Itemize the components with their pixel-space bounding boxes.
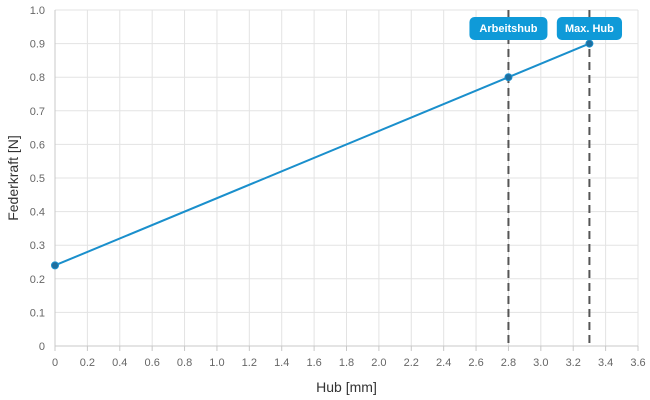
y-tick-label: 0.7 — [30, 106, 45, 118]
x-tick-label: 3.0 — [533, 357, 548, 369]
x-tick-label: 1.8 — [339, 357, 354, 369]
x-tick-label: 1.2 — [242, 357, 257, 369]
reference-label: Max. Hub — [565, 23, 614, 35]
x-tick-label: 0.2 — [80, 357, 95, 369]
y-tick-label: 0.4 — [30, 207, 45, 219]
y-tick-label: 0.9 — [30, 39, 45, 51]
x-tick-label: 2.0 — [371, 357, 386, 369]
x-tick-label: 3.2 — [566, 357, 581, 369]
reference-lines — [507, 10, 591, 346]
x-tick-label: 0.8 — [177, 357, 192, 369]
x-tick-label: 2.2 — [404, 357, 419, 369]
y-tick-label: 0.6 — [30, 139, 45, 151]
x-tick-label: 1.4 — [274, 357, 289, 369]
x-tick-label: 0.6 — [145, 357, 160, 369]
reference-label: Arbeitshub — [479, 23, 537, 35]
y-axis-title: Federkraft [N] — [5, 135, 21, 221]
x-tick-label: 3.6 — [630, 357, 645, 369]
y-tick-label: 0.3 — [30, 240, 45, 252]
axes — [54, 10, 639, 351]
x-tick-label: 3.4 — [598, 357, 613, 369]
y-tick-label: 0.8 — [30, 72, 45, 84]
x-tick-label: 0.4 — [112, 357, 127, 369]
y-tick-label: 0.5 — [30, 173, 45, 185]
x-tick-label: 0 — [52, 357, 58, 369]
x-tick-label: 1.6 — [306, 357, 321, 369]
data-point — [585, 39, 594, 48]
y-tick-labels: 0 0.1 0.2 0.3 0.4 0.5 0.6 0.7 0.8 0.9 1.0 — [30, 5, 45, 353]
x-tick-label: 2.8 — [501, 357, 516, 369]
data-point — [51, 261, 59, 270]
grid — [54, 9, 639, 347]
y-tick-label: 0.2 — [30, 274, 45, 286]
x-axis-title: Hub [mm] — [316, 379, 377, 395]
x-tick-label: 2.6 — [468, 357, 483, 369]
y-tick-label: 0.1 — [30, 307, 45, 319]
x-tick-labels: 0 0.2 0.4 0.6 0.8 1.0 1.2 1.4 1.6 1.8 2.0 2.2 2.4 2.6… — [52, 357, 646, 369]
y-tick-label: 1.0 — [30, 5, 45, 17]
y-tick-label: 0 — [39, 341, 45, 353]
series — [51, 39, 594, 270]
reference-label-box — [469, 17, 548, 40]
x-tick-label: 2.4 — [436, 357, 451, 369]
data-point — [504, 73, 513, 82]
reference-label-box — [556, 17, 623, 40]
reference-labels: Arbeitshub Max. Hub — [469, 17, 623, 40]
x-tick-label: 1.0 — [209, 357, 224, 369]
